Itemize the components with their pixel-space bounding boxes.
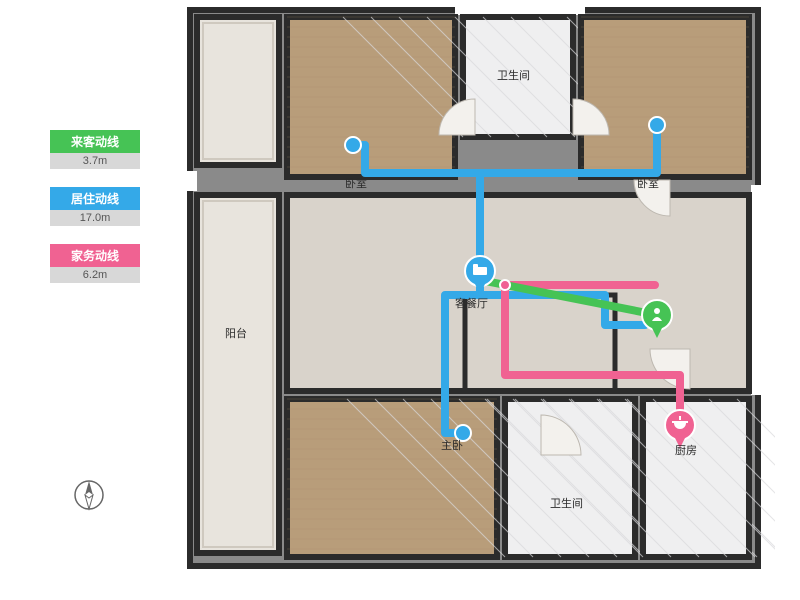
entry-node bbox=[642, 300, 672, 330]
compass-icon bbox=[72, 478, 106, 517]
legend-value: 17.0m bbox=[50, 210, 140, 226]
room-balcony-top bbox=[197, 17, 279, 165]
room-bathroom-bot bbox=[505, 399, 635, 557]
bed-bl-node bbox=[455, 425, 471, 441]
legend-label: 家务动线 bbox=[50, 244, 140, 267]
floor-plan: 卧室卫生间卧室阳台客餐厅主卧卫生间厨房 bbox=[185, 5, 775, 595]
legend-value: 3.7m bbox=[50, 153, 140, 169]
bed-tr-node bbox=[649, 117, 665, 133]
room-balcony-left bbox=[197, 195, 279, 553]
legend: 来客动线 3.7m 居住动线 17.0m 家务动线 6.2m bbox=[50, 130, 140, 301]
house-end bbox=[500, 280, 510, 290]
legend-label: 来客动线 bbox=[50, 130, 140, 153]
legend-value: 6.2m bbox=[50, 267, 140, 283]
legend-item-house: 家务动线 6.2m bbox=[50, 244, 140, 283]
legend-item-guest: 来客动线 3.7m bbox=[50, 130, 140, 169]
legend-item-living: 居住动线 17.0m bbox=[50, 187, 140, 226]
bed-tl-node bbox=[345, 137, 361, 153]
legend-label: 居住动线 bbox=[50, 187, 140, 210]
room-bedroom-bl bbox=[287, 399, 497, 557]
